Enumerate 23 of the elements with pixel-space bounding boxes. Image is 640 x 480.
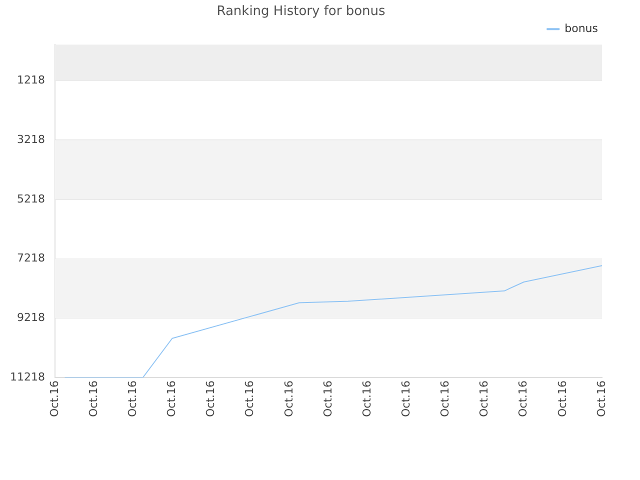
chart-title: Ranking History for bonus [216, 4, 386, 20]
y-tick-label: 7218 [16, 252, 45, 265]
y-tick-label: 5218 [16, 192, 45, 206]
x-tick-label: Oct.16 [478, 380, 491, 418]
x-tick-label: Oct.16 [438, 380, 452, 418]
x-tick-label: Oct.16 [321, 380, 334, 418]
y-tick-label: 11218 [10, 370, 45, 384]
y-tick-label: 3218 [16, 132, 45, 146]
x-tick-label: Oct.16 [516, 380, 530, 418]
x-tick-label: Oct.16 [204, 380, 218, 418]
y-tick-label: 9218 [16, 311, 45, 324]
x-tick-label: Oct.16 [556, 380, 569, 418]
x-tick-label: Oct.16 [48, 380, 61, 418]
x-tick-label: Oct.16 [400, 380, 412, 418]
x-tick-label: Oct.16 [282, 380, 296, 418]
x-tick-label: Oct.16 [360, 380, 374, 418]
x-tick-label: Oct.16 [126, 380, 139, 418]
x-tick-label: Oct.16 [594, 380, 608, 418]
x-tick-label: Oct.16 [86, 380, 100, 418]
x-tick-label: Oct.16 [165, 380, 178, 418]
x-tick-label: Oct.16 [243, 380, 256, 418]
y-tick-label: 1218 [16, 74, 45, 87]
legend-label: bonus [564, 22, 598, 35]
